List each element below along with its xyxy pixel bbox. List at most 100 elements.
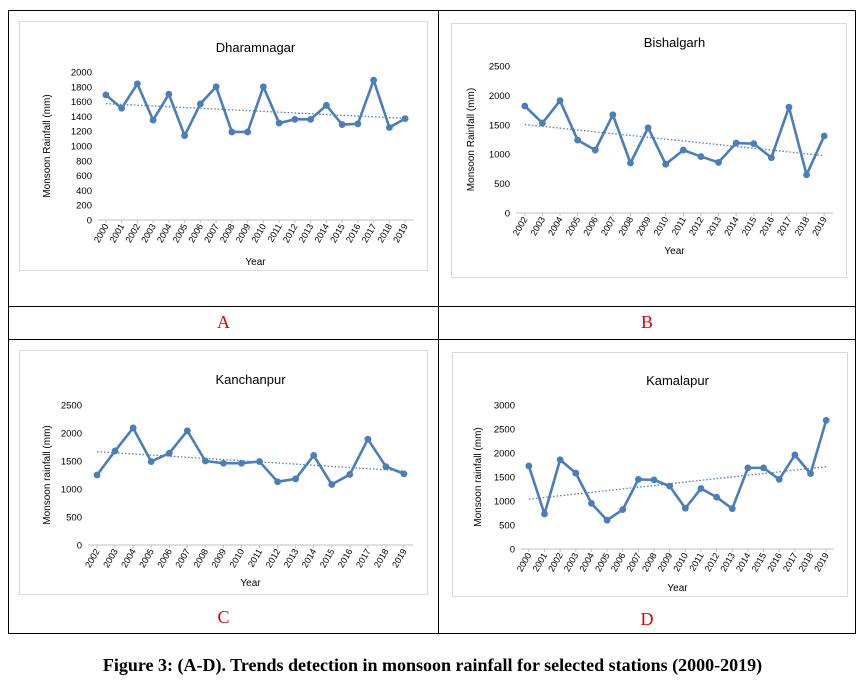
data-point (775, 476, 783, 483)
y-tick-label: 1500 (494, 473, 515, 484)
x-tick-label: 2005 (171, 222, 190, 244)
y-tick-label: 500 (499, 521, 515, 532)
x-tick-label: 2005 (137, 547, 156, 569)
data-point (183, 427, 191, 435)
x-tick-label: 2008 (640, 551, 659, 573)
x-tick-label: 2003 (139, 222, 158, 244)
x-tick-label: 2012 (687, 215, 706, 237)
y-tick-label: 1400 (71, 112, 92, 123)
data-point (732, 139, 740, 147)
x-tick-label: 2007 (173, 547, 192, 569)
x-tick-label: 2007 (202, 222, 221, 244)
panel-c: Kanchanpur 0 500 1000 1500 2000 2500 2002 2003 20… (9, 340, 438, 633)
chart-frame-b: Bishalgarh 0 500 1000 1500 2000 2500 2002 2003 20… (451, 23, 847, 278)
x-tick-label: 2009 (234, 222, 253, 244)
x-axis-label: Year (664, 246, 685, 257)
x-tick-label: 2016 (336, 547, 355, 569)
y-tick-label: 1600 (71, 97, 92, 108)
y-tick-label: 2000 (71, 68, 92, 79)
data-point (556, 456, 564, 464)
data-point (556, 97, 564, 105)
y-axis-label: Monsoon rainfall (mm) (473, 427, 484, 526)
y-tick-label: 1000 (494, 497, 515, 508)
trendline (524, 123, 825, 157)
x-tick-label: 2015 (318, 547, 337, 569)
x-tick-label: 2011 (246, 547, 264, 569)
x-tick-label: 2008 (218, 222, 237, 244)
data-point (165, 449, 173, 457)
data-point (129, 424, 137, 432)
y-tick-label: 1800 (71, 82, 92, 93)
series-line (105, 78, 406, 137)
x-tick-label: 2016 (757, 215, 776, 237)
x-tick-label: 2000 (92, 222, 111, 244)
chart-title: Kanchanpur (215, 372, 286, 387)
x-axis-label: Year (667, 583, 688, 594)
x-tick-label: 2001 (531, 551, 550, 573)
x-tick-label: 2003 (562, 551, 581, 573)
data-point (591, 146, 599, 154)
figure-caption: Figure 3: (A-D). Trends detection in mon… (102, 655, 763, 675)
data-point (525, 462, 533, 470)
data-point (292, 475, 300, 483)
data-point (609, 111, 617, 119)
x-tick-label: 2006 (581, 215, 600, 237)
data-point (650, 476, 658, 484)
data-point (807, 470, 814, 478)
x-tick-label: 2010 (671, 551, 690, 573)
y-tick-label: 2000 (489, 91, 510, 102)
data-point (785, 103, 793, 111)
x-tick-label: 2019 (812, 551, 831, 573)
trendline (528, 466, 827, 500)
y-tick-label: 500 (494, 179, 510, 190)
y-tick-label: 2000 (494, 449, 515, 460)
y-tick-label: 0 (510, 545, 515, 556)
data-point (93, 471, 101, 479)
x-tick-label: 2018 (375, 222, 394, 244)
data-point (370, 76, 378, 84)
data-point (149, 116, 157, 124)
data-point (102, 91, 110, 99)
data-point (521, 102, 529, 110)
data-point (767, 154, 775, 162)
y-tick-label: 0 (87, 216, 92, 227)
x-tick-label: 2012 (264, 547, 283, 569)
data-point (244, 128, 252, 136)
x-tick-label: 2009 (209, 547, 228, 569)
trendline (105, 102, 406, 120)
chart-frame-c: Kanchanpur 0 500 1000 1500 2000 2500 2002 2003 20… (19, 350, 428, 595)
x-tick-label: 2019 (391, 222, 410, 244)
panel-label-a: A (217, 312, 230, 332)
data-point (118, 104, 126, 112)
data-point (619, 506, 627, 514)
y-tick-label: 2500 (489, 62, 510, 73)
panel-label-d: D (640, 609, 654, 629)
x-tick-label: 2002 (123, 222, 142, 244)
x-tick-label: 2012 (703, 551, 722, 573)
panel-label-cell-b: B (439, 307, 855, 339)
x-tick-label: 2016 (765, 551, 784, 573)
data-point (662, 160, 670, 168)
x-tick-label: 2010 (228, 547, 247, 569)
x-axis-label: Year (245, 257, 266, 268)
data-point (259, 83, 267, 91)
x-tick-label: 2004 (155, 222, 174, 244)
x-tick-label: 2004 (577, 551, 596, 573)
x-tick-label: 2007 (599, 215, 618, 237)
data-point (697, 485, 705, 492)
data-point (697, 153, 705, 160)
data-point (228, 128, 236, 136)
data-point (338, 121, 346, 128)
series-line (523, 99, 826, 177)
y-tick-label: 1500 (489, 120, 510, 131)
chart-frame-a: Dharamnagar 0 200 400 600 800 1000 1200 1400 1600… (19, 21, 428, 271)
data-point (220, 459, 227, 467)
x-tick-label: 2015 (750, 551, 769, 573)
panel-label-b: B (640, 312, 653, 332)
x-tick-label: 2019 (810, 215, 829, 237)
chart-b: Bishalgarh050010001500200025002002200320… (466, 35, 833, 257)
data-point (181, 132, 189, 140)
data-point (212, 83, 220, 91)
x-tick-label: 2002 (511, 215, 530, 237)
